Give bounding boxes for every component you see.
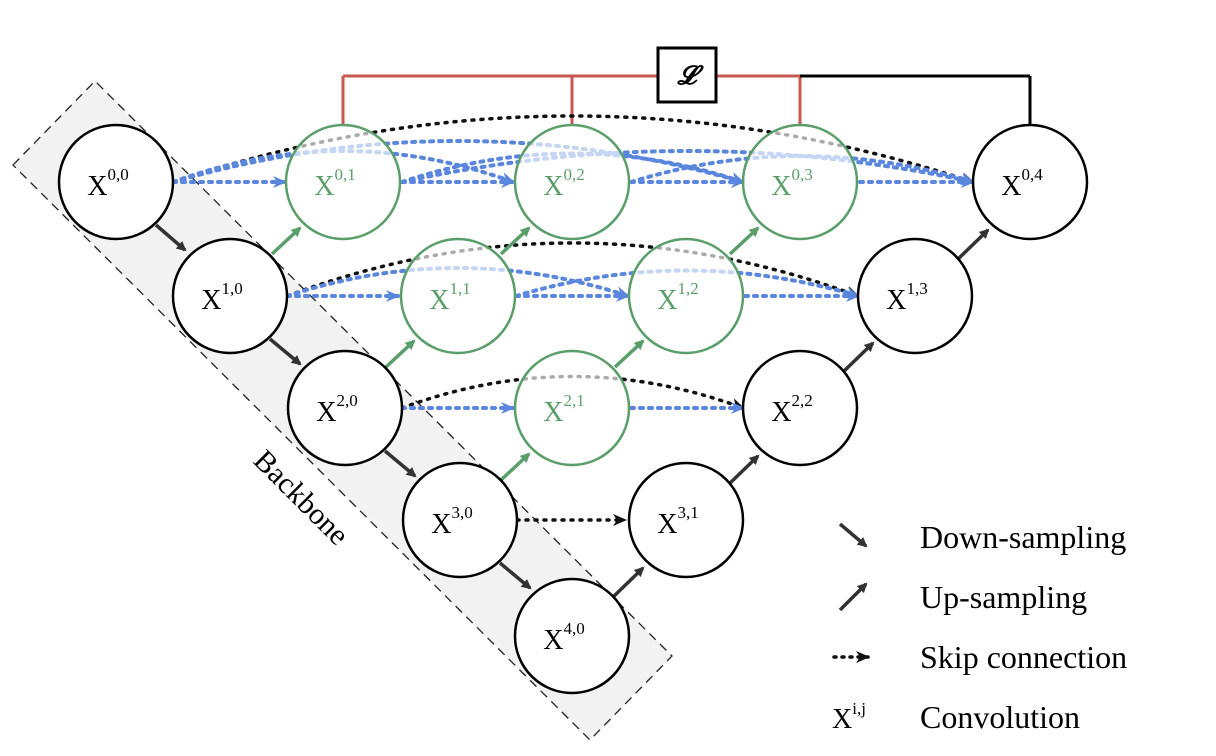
node-x12: X1,2 [627, 237, 745, 355]
svg-text:X0,3: X0,3 [771, 165, 812, 202]
svg-text:X3,0: X3,0 [431, 503, 472, 540]
legend: Down-sampling Up-sampling Skip connectio… [832, 519, 1127, 735]
node-x40: X4,0 [513, 577, 631, 695]
up-sampling-arrows-decoder [610, 228, 990, 600]
node-x13: X1,3 [856, 237, 974, 355]
convolution-symbol: Xi,j [832, 699, 866, 735]
up-arrow [613, 339, 645, 369]
dense-skip [400, 149, 975, 186]
up-arrow [499, 226, 531, 256]
node-x30: X3,0 [401, 461, 519, 579]
node-layer: X0,0 X1,0 X2,0 X3,0 X4,0 [57, 123, 1089, 695]
loss-box [656, 46, 718, 104]
node-x04: X0,4 [971, 123, 1089, 241]
svg-text:X0,1: X0,1 [314, 165, 355, 202]
svg-text:X0,2: X0,2 [543, 165, 584, 202]
svg-text:X1,2: X1,2 [657, 279, 698, 316]
node-x31: X3,1 [627, 461, 745, 579]
loss-connectors: 𝓛 [341, 46, 1032, 125]
skip-arc [171, 114, 975, 184]
down-sampling-arrow-icon [838, 522, 868, 548]
node-x20: X2,0 [286, 349, 404, 467]
skip-arc [285, 241, 860, 298]
legend-conv-label: Convolution [920, 699, 1080, 735]
up-arrow [840, 341, 875, 375]
svg-text:X2,0: X2,0 [316, 391, 357, 428]
legend-item-up: Up-sampling [838, 579, 1087, 615]
svg-text:X2,1: X2,1 [543, 391, 584, 428]
up-arrow [728, 226, 760, 256]
up-arrow [270, 226, 302, 256]
node-x01: X0,1 [284, 123, 402, 241]
legend-item-down: Down-sampling [838, 519, 1126, 555]
node-x02: X0,2 [513, 123, 631, 241]
up-arrow [610, 566, 645, 600]
up-sampling-arrows-nested [270, 226, 760, 482]
down-arrow [498, 561, 532, 590]
svg-text:X2,2: X2,2 [771, 391, 812, 428]
up-sampling-arrow-icon [838, 582, 868, 612]
up-arrow [499, 452, 531, 482]
svg-text:X3,1: X3,1 [657, 503, 698, 540]
svg-text:X4,0: X4,0 [543, 619, 584, 656]
node-x00: X0,0 [57, 123, 175, 241]
down-sampling-arrows [154, 223, 532, 590]
down-arrow [383, 449, 417, 478]
up-arrow [725, 454, 760, 488]
node-x11: X1,1 [399, 237, 517, 355]
node-x03: X0,3 [741, 123, 859, 241]
svg-text:X0,0: X0,0 [87, 165, 128, 202]
node-x21: X2,1 [513, 349, 631, 467]
down-arrow [154, 223, 187, 252]
up-arrow [955, 228, 990, 262]
svg-text:X0,4: X0,4 [1001, 165, 1043, 202]
svg-text:X1,3: X1,3 [886, 279, 927, 316]
legend-item-conv: Xi,j Convolution [832, 699, 1080, 735]
legend-up-label: Up-sampling [920, 579, 1087, 615]
svg-text:X1,1: X1,1 [429, 279, 470, 316]
down-arrow [268, 337, 302, 366]
legend-item-skip: Skip connection [832, 639, 1127, 675]
legend-skip-label: Skip connection [920, 639, 1127, 675]
legend-down-label: Down-sampling [920, 519, 1126, 555]
node-x22: X2,2 [741, 349, 859, 467]
node-x10: X1,0 [171, 237, 289, 355]
up-arrow [384, 339, 416, 369]
svg-text:X1,0: X1,0 [201, 279, 242, 316]
